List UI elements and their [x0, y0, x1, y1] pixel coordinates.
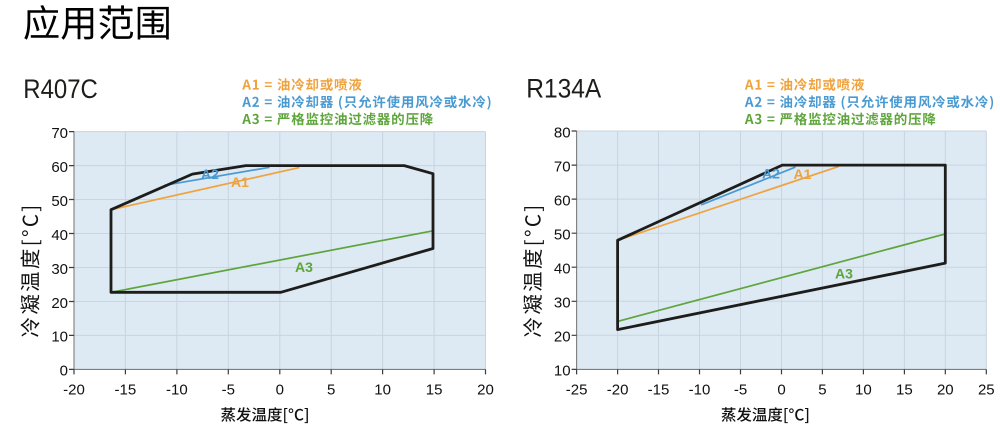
svg-text:-5: -5 [734, 382, 747, 399]
svg-text:5: 5 [327, 382, 335, 399]
svg-text:A3: A3 [835, 265, 853, 281]
svg-text:-15: -15 [648, 382, 670, 399]
svg-text:0: 0 [777, 382, 785, 399]
svg-text:A1: A1 [794, 166, 812, 182]
svg-text:-25: -25 [566, 382, 588, 399]
svg-text:20: 20 [937, 382, 954, 399]
svg-text:-10: -10 [689, 382, 711, 399]
svg-text:10: 10 [855, 382, 872, 399]
svg-text:15: 15 [896, 382, 913, 399]
svg-text:-20: -20 [607, 382, 629, 399]
svg-text:20: 20 [51, 295, 68, 312]
svg-text:A2: A2 [201, 166, 219, 182]
svg-text:20: 20 [554, 329, 571, 346]
svg-text:10: 10 [374, 382, 391, 399]
svg-text:R407C: R407C [23, 74, 98, 104]
svg-text:A1: A1 [231, 174, 249, 190]
svg-text:A3: A3 [295, 259, 313, 275]
svg-text:50: 50 [51, 193, 68, 210]
svg-text:0: 0 [60, 363, 68, 380]
svg-text:60: 60 [554, 192, 571, 209]
svg-text:R134A: R134A [526, 73, 601, 103]
svg-text:10: 10 [51, 329, 68, 346]
svg-text:10: 10 [554, 363, 571, 380]
svg-text:-10: -10 [166, 382, 188, 399]
svg-text:-5: -5 [222, 382, 235, 399]
svg-text:A2: A2 [762, 166, 780, 182]
svg-text:-20: -20 [63, 382, 85, 399]
svg-text:-15: -15 [115, 382, 137, 399]
svg-text:30: 30 [51, 261, 68, 278]
svg-text:0: 0 [276, 382, 284, 399]
svg-text:70: 70 [51, 125, 68, 142]
svg-text:40: 40 [51, 227, 68, 244]
svg-text:80: 80 [554, 124, 571, 141]
svg-text:40: 40 [554, 261, 571, 278]
svg-text:50: 50 [554, 227, 571, 244]
svg-text:25: 25 [978, 382, 995, 399]
svg-text:20: 20 [477, 382, 494, 399]
svg-text:30: 30 [554, 295, 571, 312]
svg-text:5: 5 [818, 382, 826, 399]
svg-text:70: 70 [554, 158, 571, 175]
svg-text:60: 60 [51, 159, 68, 176]
svg-text:15: 15 [426, 382, 443, 399]
